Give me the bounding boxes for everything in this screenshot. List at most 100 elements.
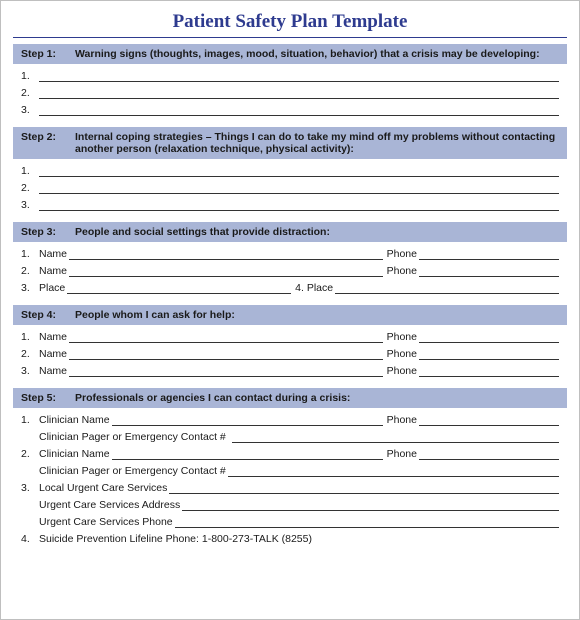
step-4-row-3: 3.Name Phone xyxy=(21,365,559,377)
field-label-urgent-address: Urgent Care Services Address xyxy=(39,499,182,511)
blank-line[interactable] xyxy=(39,88,559,99)
blank-line[interactable] xyxy=(39,183,559,194)
row-num: 2. xyxy=(21,448,39,460)
row-num: 3. xyxy=(21,104,39,116)
field-label-name: Name xyxy=(39,248,69,260)
field-label-clinician: Clinician Name xyxy=(39,414,112,426)
step-1-body: 1. 2. 3. xyxy=(13,64,567,127)
field-label-phone: Phone xyxy=(387,265,419,277)
urgent-care-line[interactable] xyxy=(169,483,559,494)
pager-line[interactable] xyxy=(228,466,559,477)
row-num: 3. xyxy=(21,365,39,377)
field-label-phone: Phone xyxy=(387,348,419,360)
step-4-header: Step 4: People whom I can ask for help: xyxy=(13,305,567,325)
row-num: 3. xyxy=(21,199,39,211)
step-3-label: Step 3: xyxy=(21,226,75,238)
step-5-row-2: 2.Clinician NamePhone xyxy=(21,448,559,460)
step-1-desc: Warning signs (thoughts, images, mood, s… xyxy=(75,48,559,60)
phone-line[interactable] xyxy=(419,366,559,377)
field-label-pager: Clinician Pager or Emergency Contact # xyxy=(39,431,228,443)
step-5-row-2b: Clinician Pager or Emergency Contact # xyxy=(21,465,559,477)
row-num: 3. xyxy=(21,282,39,294)
step-5-row-3b: Urgent Care Services Address xyxy=(21,499,559,511)
blank-line[interactable] xyxy=(39,71,559,82)
blank-line[interactable] xyxy=(39,200,559,211)
pager-line[interactable] xyxy=(232,432,559,443)
step-4-body: 1.NamePhone 2.NamePhone 3.NamePhone xyxy=(13,325,567,388)
place-line-2[interactable] xyxy=(335,283,559,294)
urgent-phone-line[interactable] xyxy=(175,517,559,528)
field-label-pager: Clinician Pager or Emergency Contact # xyxy=(39,465,228,477)
field-label-name: Name xyxy=(39,365,69,377)
step-2-row-2: 2. xyxy=(21,182,559,194)
lifeline-text: Suicide Prevention Lifeline Phone: 1-800… xyxy=(39,533,314,545)
page-title: Patient Safety Plan Template xyxy=(13,11,567,38)
step-3-desc: People and social settings that provide … xyxy=(75,226,559,238)
phone-line[interactable] xyxy=(419,349,559,360)
row-num: 1. xyxy=(21,165,39,177)
step-5-header: Step 5: Professionals or agencies I can … xyxy=(13,388,567,408)
name-line[interactable] xyxy=(69,366,383,377)
phone-line[interactable] xyxy=(419,332,559,343)
field-label-urgent-phone: Urgent Care Services Phone xyxy=(39,516,175,528)
row-num: 3. xyxy=(21,482,39,494)
name-line[interactable] xyxy=(69,349,383,360)
row-num: 2. xyxy=(21,87,39,99)
field-label-name: Name xyxy=(39,348,69,360)
row-num: 1. xyxy=(21,331,39,343)
step-3-header: Step 3: People and social settings that … xyxy=(13,222,567,242)
field-label-clinician: Clinician Name xyxy=(39,448,112,460)
field-label-place-2: 4. Place xyxy=(295,282,335,294)
row-num: 2. xyxy=(21,182,39,194)
row-num: 1. xyxy=(21,70,39,82)
step-5-row-3c: Urgent Care Services Phone xyxy=(21,516,559,528)
step-5-desc: Professionals or agencies I can contact … xyxy=(75,392,559,404)
step-5-row-1: 1.Clinician Name Phone xyxy=(21,414,559,426)
urgent-address-line[interactable] xyxy=(182,500,559,511)
field-label-urgentcare: Local Urgent Care Services xyxy=(39,482,169,494)
clinician-name-line[interactable] xyxy=(112,449,383,460)
step-3-row-2: 2.Name Phone xyxy=(21,265,559,277)
phone-line[interactable] xyxy=(419,415,559,426)
field-label-phone: Phone xyxy=(387,248,419,260)
place-line[interactable] xyxy=(67,283,291,294)
field-label-phone: Phone xyxy=(387,414,419,426)
step-2-desc: Internal coping strategies – Things I ca… xyxy=(75,131,559,155)
row-num: 2. xyxy=(21,348,39,360)
row-num: 1. xyxy=(21,414,39,426)
name-line[interactable] xyxy=(69,249,383,260)
blank-line[interactable] xyxy=(39,105,559,116)
phone-line[interactable] xyxy=(419,249,559,260)
phone-line[interactable] xyxy=(419,449,559,460)
step-5-row-1b: Clinician Pager or Emergency Contact # xyxy=(21,431,559,443)
blank-line[interactable] xyxy=(39,166,559,177)
step-5-body: 1.Clinician NamePhone Clinician Pager or… xyxy=(13,408,567,556)
field-label-phone: Phone xyxy=(387,365,419,377)
step-2-label: Step 2: xyxy=(21,131,75,155)
clinician-name-line[interactable] xyxy=(112,415,383,426)
step-4-row-2: 2.Name Phone xyxy=(21,348,559,360)
step-4-desc: People whom I can ask for help: xyxy=(75,309,559,321)
row-num: 1. xyxy=(21,248,39,260)
row-num: 4. xyxy=(21,533,39,545)
step-2-row-3: 3. xyxy=(21,199,559,211)
row-num: 2. xyxy=(21,265,39,277)
step-2-body: 1. 2. 3. xyxy=(13,159,567,222)
step-1-label: Step 1: xyxy=(21,48,75,60)
step-4-label: Step 4: xyxy=(21,309,75,321)
field-label-name: Name xyxy=(39,331,69,343)
step-4-row-1: 1.Name Phone xyxy=(21,331,559,343)
step-1-header: Step 1: Warning signs (thoughts, images,… xyxy=(13,44,567,64)
step-3-row-3: 3.Place 4. Place xyxy=(21,282,559,294)
field-label-phone: Phone xyxy=(387,331,419,343)
name-line[interactable] xyxy=(69,332,383,343)
field-label-place: Place xyxy=(39,282,67,294)
field-label-name: Name xyxy=(39,265,69,277)
step-2-row-1: 1. xyxy=(21,165,559,177)
phone-line[interactable] xyxy=(419,266,559,277)
step-3-body: 1.Name Phone 2.Name Phone 3.Place 4. Place xyxy=(13,242,567,305)
step-5-label: Step 5: xyxy=(21,392,75,404)
step-1-row-2: 2. xyxy=(21,87,559,99)
step-5-row-4: 4.Suicide Prevention Lifeline Phone: 1-8… xyxy=(21,533,559,545)
name-line[interactable] xyxy=(69,266,383,277)
